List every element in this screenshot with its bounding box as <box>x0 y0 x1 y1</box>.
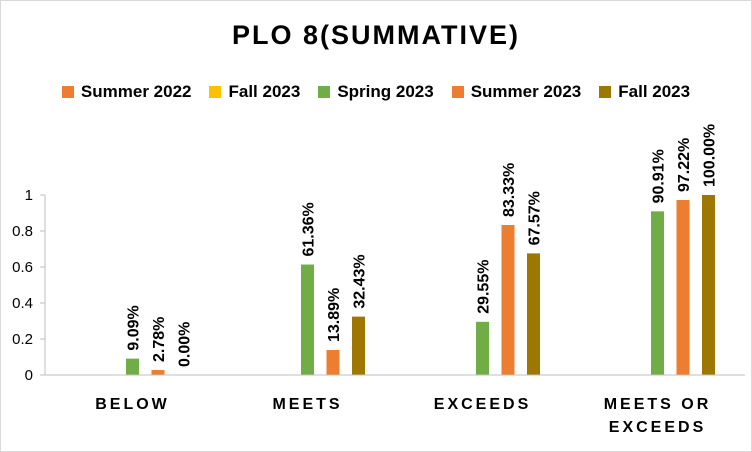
x-category-label: EXCEEDS <box>609 419 706 436</box>
chart-title: PLO 8(SUMMATIVE) <box>232 20 520 50</box>
y-tick-label: 0.2 <box>12 331 33 348</box>
data-label: 67.57% <box>527 191 544 245</box>
data-label: 90.91% <box>651 149 668 203</box>
legend-swatch <box>61 86 74 98</box>
legend-label: Summer 2023 <box>470 82 582 101</box>
y-tick-label: 0.4 <box>12 295 33 312</box>
legend-swatch <box>318 86 331 98</box>
y-tick-label: 1 <box>25 187 33 204</box>
x-category-label: BELOW <box>95 396 170 413</box>
bar <box>326 349 340 375</box>
legend-item: Fall 2023 <box>209 82 300 102</box>
bar <box>676 200 690 375</box>
legend-item: Summer 2022 <box>61 82 192 102</box>
data-label: 13.89% <box>326 288 343 342</box>
bar <box>651 211 664 375</box>
data-label: 0.00% <box>177 322 194 367</box>
data-label: 100.00% <box>702 124 719 187</box>
y-tick-label: 0.8 <box>12 223 33 240</box>
legend-item: Fall 2023 <box>599 82 690 102</box>
x-category-label: EXCEEDS <box>434 396 531 413</box>
data-label: 61.36% <box>301 202 318 256</box>
x-category-label: MEETS OR <box>604 396 712 413</box>
bar <box>702 195 715 375</box>
data-label: 32.43% <box>352 254 369 308</box>
legend-item: Summer 2023 <box>451 82 582 102</box>
y-tick-label: 0 <box>25 367 33 384</box>
data-label: 2.78% <box>151 317 168 362</box>
bar <box>301 264 314 375</box>
bar <box>352 316 365 375</box>
data-label: 9.09% <box>126 305 143 350</box>
x-category-label: MEETS <box>272 396 342 413</box>
bar <box>151 369 165 375</box>
legend-label: Fall 2023 <box>618 82 691 101</box>
data-label: 83.33% <box>501 163 518 217</box>
bar <box>126 358 139 375</box>
y-tick-label: 0.6 <box>12 259 33 276</box>
legend-swatch <box>599 86 612 98</box>
data-label: 29.55% <box>476 260 493 314</box>
data-label: 97.22% <box>676 138 693 192</box>
legend-label: Summer 2022 <box>80 82 192 101</box>
legend-swatch <box>451 86 464 98</box>
legend-swatch <box>209 86 222 98</box>
legend-label: Fall 2023 <box>228 82 301 101</box>
legend-item: Spring 2023 <box>318 82 434 102</box>
bar <box>476 321 489 375</box>
legend: Summer 2022 Fall 2023 Spring 2023 Summer 20… <box>0 80 752 104</box>
bar <box>527 253 540 375</box>
bar <box>501 225 515 375</box>
legend-label: Spring 2023 <box>337 82 434 101</box>
